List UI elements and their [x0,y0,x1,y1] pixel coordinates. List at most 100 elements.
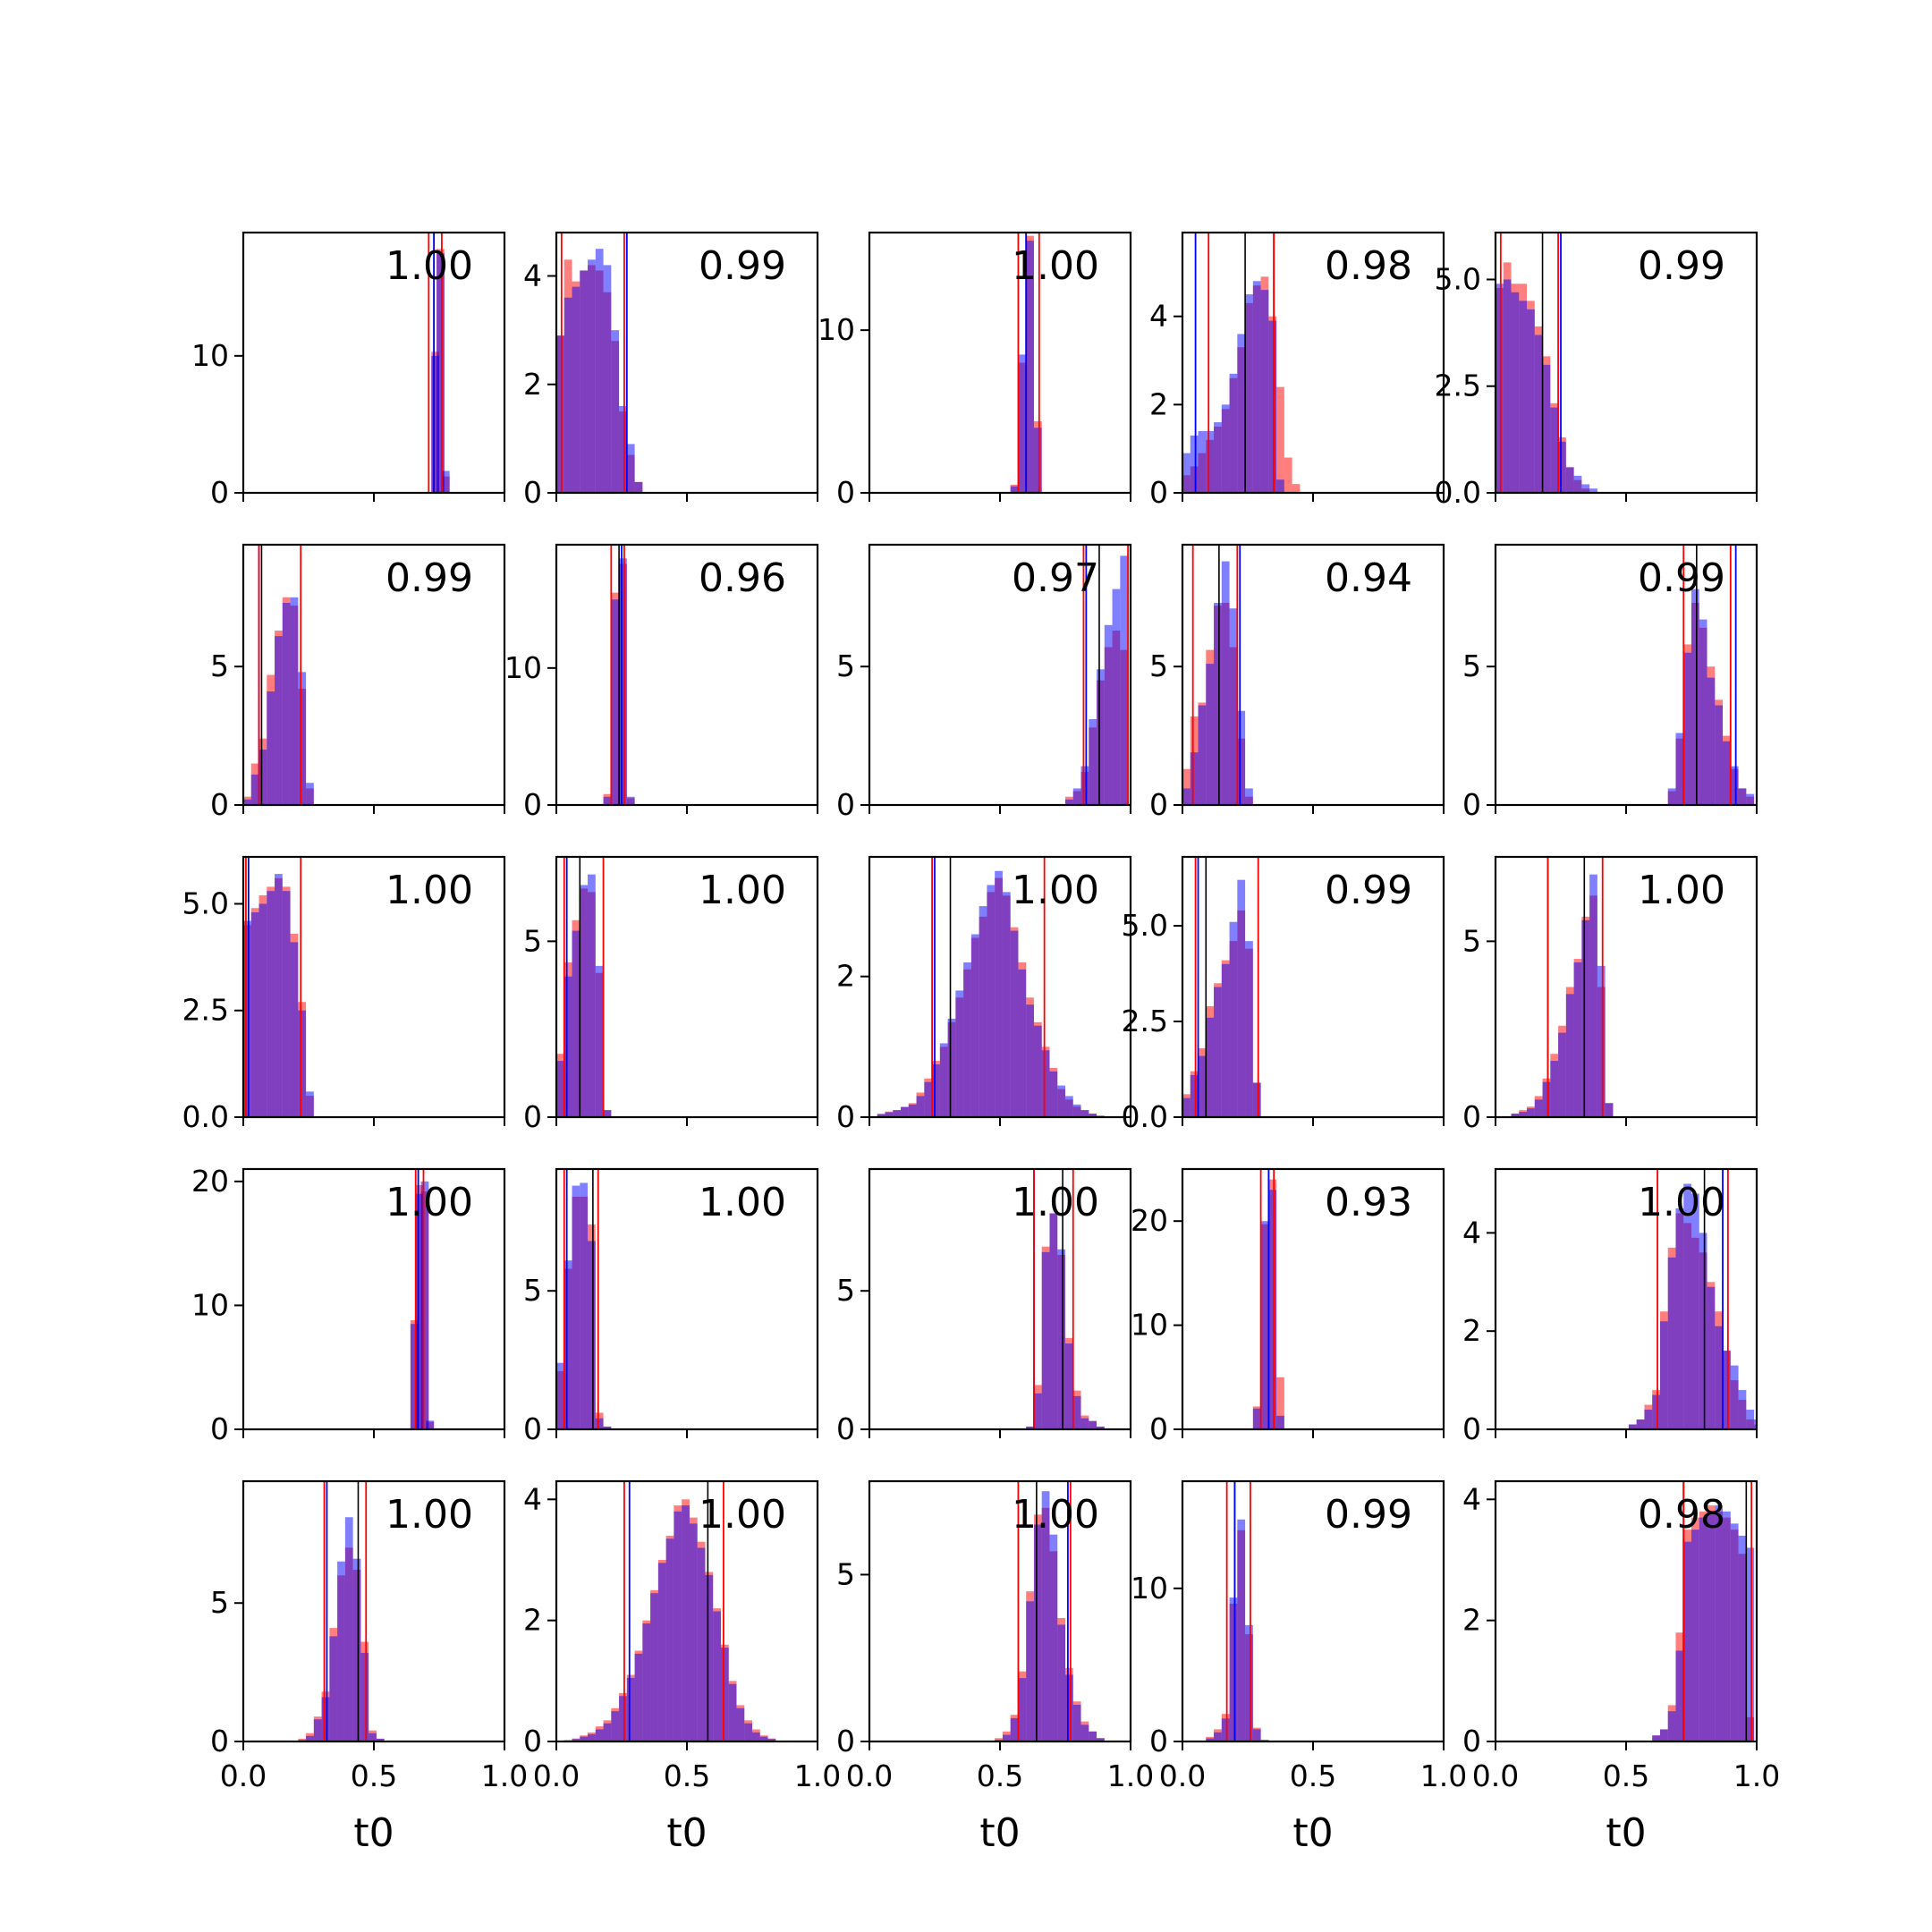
plot-area [1182,233,1301,493]
panel-r1-c1: 0 10 1.00 [191,231,506,510]
blue-hist-bar [1089,1420,1097,1429]
panel-r2-c5: 050.99 [1462,543,1758,822]
blue-hist-bar [1730,1365,1739,1429]
y-tick-label: 10 [818,312,855,347]
blue-hist-bar [1636,1419,1645,1429]
blue-hist-bar [250,774,259,805]
blue-hist-bar [1683,1183,1691,1429]
panel-score-label: 0.96 [699,555,786,601]
blue-hist-bar [1190,752,1199,805]
y-tick-label: 5 [523,1273,542,1308]
blue-hist-bar [1683,652,1691,805]
blue-hist-bar [1675,733,1684,805]
blue-hist-bar [619,406,627,493]
blue-hist-bar [275,874,283,1117]
blue-hist-bar [1033,1025,1042,1117]
blue-hist-bar [1072,1395,1081,1429]
blue-hist-bar [1738,788,1747,805]
y-tick-label: 10 [191,338,229,373]
plot-area [1182,857,1261,1117]
blue-hist-bar [1746,1547,1755,1741]
blue-hist-bar [243,799,251,805]
panel-r5-c4: 0 10 0.0 0.5 1.0 t0 0.99 [1131,1479,1467,1856]
blue-hist-bar [1033,1393,1042,1429]
blue-hist-bar [1026,1426,1034,1429]
y-tick-label: 5.0 [1435,261,1481,296]
blue-hist-bar [1252,1082,1261,1117]
x-tick-label: 0.0 [1159,1758,1206,1793]
blue-hist-bar [369,1733,377,1741]
y-tick-label: 5 [1462,923,1481,958]
blue-hist-bar [1026,241,1034,493]
y-tick-label: 20 [1131,1203,1168,1238]
panel-r5-c1: 0 5 0.0 0.5 1.0 t0 1.00 [210,1479,528,1856]
blue-hist-bar [1581,919,1590,1117]
blue-hist-bar [1542,364,1551,493]
blue-hist-bar [1738,1535,1747,1741]
blue-hist-bar [588,1241,596,1429]
blue-hist-bar [939,1043,948,1117]
blue-hist-bar [556,1061,564,1117]
blue-hist-bar [1628,1424,1637,1429]
y-tick-label: 0 [1462,787,1481,822]
blue-hist-bar [603,1723,612,1741]
blue-hist-bar [657,1563,666,1741]
blue-hist-bar [1214,603,1222,805]
y-tick-label: 0 [1149,1411,1168,1446]
blue-hist-bar [1707,1286,1716,1429]
panel-r3-c3: 021.00 [836,855,1132,1134]
blue-hist-bar [916,1096,925,1117]
x-tick-label: 0.5 [1603,1758,1649,1793]
y-tick-label: 4 [1149,299,1168,334]
blue-hist-bar [1072,1104,1081,1117]
plot-area [1628,1169,1757,1429]
y-tick-label: 4 [1462,1481,1481,1516]
blue-hist-bar [650,1593,658,1741]
blue-hist-bar [306,1735,314,1741]
blue-hist-bar [932,1064,940,1117]
blue-hist-bar [298,1010,307,1117]
blue-hist-bar [1214,1732,1222,1741]
blue-hist-bar [970,934,979,1117]
plot-area [428,233,450,493]
blue-hist-bar [426,1420,435,1429]
blue-hist-bar [329,1636,338,1741]
y-tick-label: 2 [1462,1313,1481,1348]
blue-hist-bar [564,297,572,493]
blue-hist-bar [1097,1738,1105,1741]
x-axis-label: t0 [979,1810,1020,1856]
panel-r1-c4: 0 2 4 0.98 [1149,231,1445,510]
panel-score-label: 1.00 [386,243,473,289]
blue-hist-bar [1738,1390,1747,1429]
plot-area [410,1169,435,1429]
blue-hist-bar [267,691,275,805]
blue-hist-bar [744,1723,752,1741]
blue-hist-bar [556,1362,564,1429]
blue-hist-bar [595,1729,604,1741]
blue-hist-bar [1221,963,1230,1117]
blue-hist-bar [1245,788,1253,805]
y-tick-label: 0 [523,475,542,510]
y-tick-label: 2 [836,959,855,994]
blue-hist-bar [1041,1251,1050,1429]
red-hist-bar [1276,1377,1284,1429]
blue-hist-bar [282,603,291,805]
blue-hist-bar [1237,879,1246,1117]
blue-hist-bar [1229,921,1238,1117]
y-tick-label: 4 [523,258,542,293]
blue-hist-bar [947,1018,956,1117]
blue-hist-bar [1573,475,1582,493]
blue-hist-bar [1268,1190,1277,1429]
blue-hist-bar [1198,705,1207,805]
y-tick-label: 2 [1149,386,1168,421]
blue-hist-bar [1260,290,1269,493]
blue-hist-bar [1707,1511,1716,1741]
blue-hist-bar [979,906,987,1117]
blue-hist-bar [564,1260,572,1429]
blue-hist-bar [1652,1394,1660,1429]
y-tick-label: 5.0 [182,886,229,920]
blue-hist-bar [1182,788,1191,805]
blue-hist-bar [885,1112,894,1117]
x-axis-label: t0 [1606,1810,1646,1856]
